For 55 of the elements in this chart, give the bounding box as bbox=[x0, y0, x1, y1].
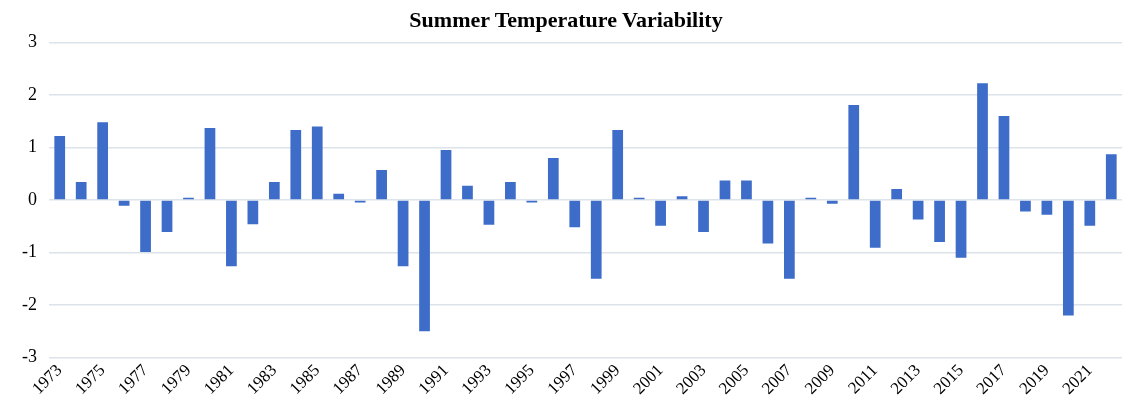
bar bbox=[698, 200, 709, 233]
bar bbox=[826, 200, 838, 204]
bar bbox=[97, 122, 109, 200]
bar bbox=[440, 150, 452, 200]
y-tick-label: -2 bbox=[21, 293, 37, 314]
bar bbox=[161, 200, 173, 233]
y-tick-label: 0 bbox=[27, 188, 37, 209]
bar bbox=[869, 200, 881, 248]
chart-title: Summer Temperature Variability bbox=[409, 6, 723, 32]
bar bbox=[912, 200, 924, 220]
bar bbox=[333, 193, 345, 200]
bar bbox=[848, 104, 860, 200]
bar bbox=[1041, 200, 1053, 215]
bar bbox=[462, 185, 473, 200]
bar bbox=[891, 188, 903, 200]
bar bbox=[247, 200, 259, 225]
bar bbox=[397, 200, 409, 267]
bar bbox=[784, 200, 795, 279]
bar bbox=[419, 200, 430, 332]
bar bbox=[118, 200, 130, 206]
y-tick-label: 2 bbox=[27, 83, 37, 104]
bar bbox=[547, 157, 559, 200]
bar bbox=[1105, 154, 1117, 200]
bar bbox=[75, 182, 87, 200]
bar bbox=[590, 200, 602, 279]
bar bbox=[719, 180, 731, 200]
bar bbox=[140, 200, 151, 252]
y-tick-label: 1 bbox=[27, 136, 37, 157]
bar bbox=[54, 135, 66, 200]
bar bbox=[762, 200, 774, 244]
bar bbox=[1020, 200, 1031, 212]
bar bbox=[998, 115, 1010, 200]
bar bbox=[676, 196, 688, 200]
y-tick-label: -3 bbox=[21, 346, 37, 367]
bar bbox=[311, 126, 323, 200]
bar bbox=[376, 170, 387, 200]
bar bbox=[934, 200, 945, 242]
bar bbox=[612, 130, 624, 200]
bar bbox=[977, 83, 988, 200]
bar bbox=[569, 200, 581, 228]
bar bbox=[268, 182, 280, 200]
bar bbox=[483, 200, 495, 225]
bar bbox=[226, 200, 237, 267]
bar bbox=[505, 182, 516, 200]
y-tick-label: 3 bbox=[27, 31, 37, 52]
bar bbox=[1062, 200, 1074, 316]
bar bbox=[741, 180, 752, 200]
bar bbox=[204, 128, 216, 200]
y-tick-label: -1 bbox=[21, 241, 37, 262]
x-tick-label: 2011 bbox=[844, 360, 882, 398]
x-tick-label: 1991 bbox=[414, 360, 452, 398]
bar bbox=[1084, 200, 1096, 226]
bar bbox=[290, 130, 302, 200]
bar bbox=[655, 200, 666, 226]
bar bbox=[955, 200, 967, 258]
